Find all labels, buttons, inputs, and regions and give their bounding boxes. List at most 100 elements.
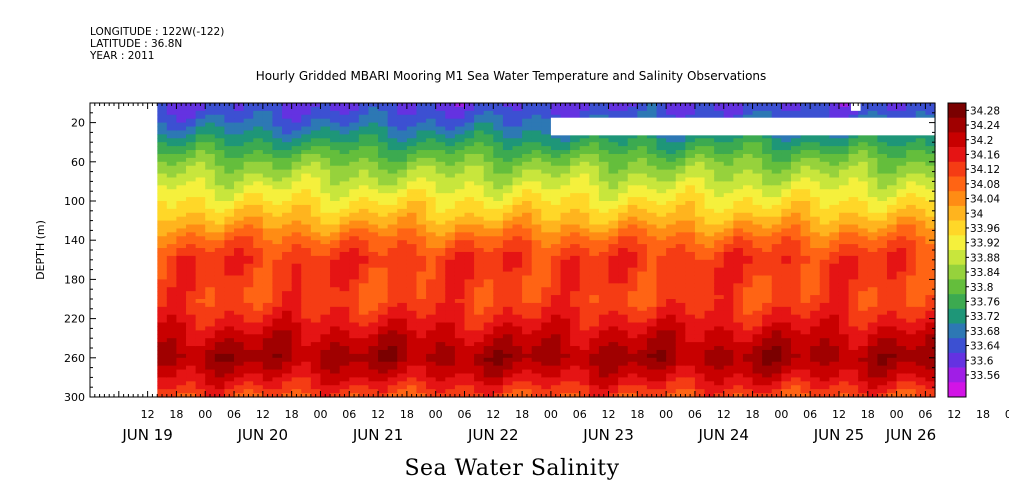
heatmap-cell (474, 197, 485, 202)
heatmap-cell (186, 169, 197, 175)
heatmap-cell (166, 373, 178, 378)
heatmap-cell (330, 291, 341, 296)
heatmap-cell (339, 259, 350, 265)
heatmap-cell (560, 153, 571, 159)
heatmap-cell (598, 216, 610, 222)
heatmap-cell (694, 342, 706, 347)
heatmap-cell (320, 106, 331, 112)
heatmap-cell (502, 275, 514, 280)
heatmap-cell (378, 353, 389, 359)
heatmap-cell (176, 228, 187, 233)
heatmap-cell (426, 369, 437, 375)
heatmap-cell (675, 165, 686, 171)
heatmap-cell (243, 322, 254, 328)
heatmap-cell (493, 326, 504, 331)
heatmap-cell (176, 326, 187, 331)
heatmap-cell (646, 259, 658, 265)
heatmap-cell (685, 310, 696, 316)
heatmap-cell (224, 349, 235, 355)
heatmap-cell (627, 326, 638, 331)
heatmap-cell (464, 220, 475, 226)
heatmap-cell (253, 251, 264, 257)
heatmap-cell (666, 377, 677, 382)
heatmap-cell (205, 381, 216, 386)
heatmap-cell (512, 197, 523, 202)
heatmap-cell (349, 138, 360, 143)
heatmap-cell (762, 232, 773, 237)
heatmap-cell (627, 220, 638, 226)
heatmap-cell (464, 314, 475, 320)
heatmap-cell (733, 153, 744, 159)
heatmap-cell (541, 181, 552, 186)
heatmap-cell (704, 224, 715, 230)
heatmap-cell (320, 334, 331, 339)
heatmap-cell (310, 385, 322, 390)
heatmap-cell (253, 369, 264, 375)
heatmap-cell (646, 146, 658, 151)
heatmap-cell (445, 216, 456, 222)
heatmap-cell (541, 381, 552, 386)
heatmap-cell (704, 334, 715, 339)
heatmap-cell (368, 110, 379, 116)
heatmap-cell (157, 126, 168, 132)
heatmap-cell (358, 334, 370, 339)
heatmap-cell (195, 322, 206, 328)
heatmap-cell (694, 208, 706, 214)
heatmap-cell (694, 189, 706, 194)
heatmap-cell (291, 114, 302, 120)
heatmap-cell (474, 110, 485, 116)
heatmap-cell (387, 126, 398, 132)
heatmap-cell (771, 299, 782, 304)
heatmap-cell (243, 338, 254, 343)
heatmap-cell (714, 173, 725, 179)
heatmap-cell (474, 279, 485, 284)
heatmap-cell (224, 299, 235, 304)
heatmap-cell (397, 349, 408, 355)
heatmap-cell (522, 251, 533, 257)
heatmap-cell (752, 220, 763, 226)
heatmap-cell (637, 306, 648, 312)
heatmap-cell (618, 150, 629, 155)
heatmap-cell (301, 208, 312, 214)
heatmap-cell (368, 279, 379, 284)
heatmap-cell (224, 389, 235, 394)
heatmap-cell (253, 134, 264, 139)
heatmap-cell (589, 248, 600, 253)
heatmap-cell (550, 138, 562, 143)
heatmap-cell (445, 287, 456, 292)
heatmap-cell (349, 173, 360, 179)
heatmap-cell (522, 389, 533, 394)
heatmap-cell (358, 267, 370, 273)
heatmap-cell (704, 271, 715, 277)
heatmap-cell (214, 185, 226, 190)
heatmap-cell (714, 204, 725, 210)
heatmap-cell (262, 150, 274, 155)
heatmap-cell (349, 150, 360, 155)
heatmap-cell (426, 177, 437, 182)
heatmap-cell (742, 377, 754, 382)
heatmap-cell (176, 322, 187, 328)
heatmap-cell (301, 283, 312, 288)
heatmap-cell (483, 251, 494, 257)
heatmap-cell (387, 181, 398, 186)
heatmap-cell (512, 138, 523, 143)
heatmap-cell (205, 306, 216, 312)
heatmap-cell (234, 267, 245, 273)
heatmap-cell (234, 208, 245, 214)
heatmap-cell (598, 291, 610, 296)
heatmap-cell (646, 334, 658, 339)
heatmap-cell (694, 334, 706, 339)
heatmap-cell (579, 365, 590, 371)
heatmap-cell (426, 314, 437, 320)
heatmap-cell (790, 244, 802, 249)
heatmap-cell (301, 240, 312, 245)
heatmap-cell (243, 342, 254, 347)
heatmap-cell (762, 334, 773, 339)
heatmap-cell (426, 342, 437, 347)
heatmap-cell (301, 334, 312, 339)
heatmap-cell (598, 299, 610, 304)
heatmap-cell (435, 267, 446, 273)
heatmap-cell (483, 150, 494, 155)
heatmap-cell (330, 389, 341, 394)
heatmap-cell (301, 271, 312, 277)
